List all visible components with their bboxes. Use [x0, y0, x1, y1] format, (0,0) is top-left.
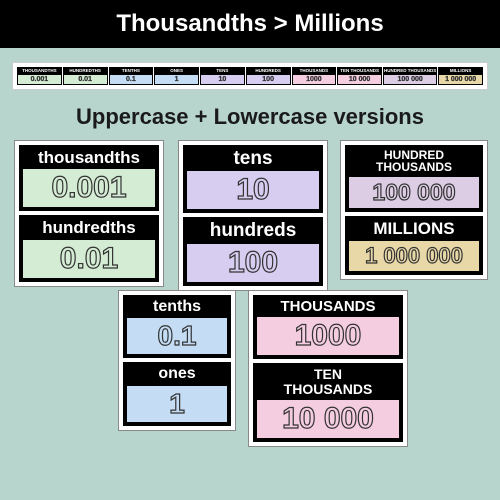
card-value: 1000 — [257, 317, 399, 355]
card-value: 10 000 — [257, 400, 399, 438]
strip-cell: TENS10 — [200, 67, 245, 85]
card-column: HUNDREDTHOUSANDS100 000MILLIONS1 000 000 — [340, 140, 488, 280]
place-value-card: TENTHOUSANDS10 000 — [253, 363, 403, 441]
card-label: MILLIONS — [349, 220, 479, 241]
card-value: 1 — [127, 386, 227, 422]
strip-value: 100 000 — [384, 75, 436, 84]
strip-value: 1 000 000 — [439, 75, 482, 84]
place-value-card: hundreds100 — [183, 217, 323, 286]
card-label: tens — [187, 149, 319, 172]
card-label: TENTHOUSANDS — [257, 367, 399, 399]
place-value-card: hundredths0.01 — [19, 215, 159, 282]
place-value-card: tenths0.1 — [123, 295, 231, 359]
strip-value: 0.01 — [64, 75, 107, 84]
subtitle: Uppercase + Lowercase versions — [0, 104, 500, 130]
card-value: 10 — [187, 171, 319, 209]
strip-value: 10 — [201, 75, 244, 84]
strip-value: 0.001 — [18, 75, 61, 84]
card-column: tenths0.1ones1 — [118, 290, 236, 432]
strip-value: 1 — [155, 75, 198, 84]
strip-value: 100 — [247, 75, 290, 84]
strip-cell: HUNDREDS100 — [246, 67, 291, 85]
card-value: 0.1 — [127, 318, 227, 354]
card-value: 100 — [187, 244, 319, 282]
strip-value: 0.1 — [110, 75, 153, 84]
card-label: ones — [127, 366, 227, 386]
place-value-card: THOUSANDS1000 — [253, 295, 403, 360]
card-label: hundreds — [187, 221, 319, 244]
card-value: 1 000 000 — [349, 241, 479, 271]
place-value-card: ones1 — [123, 362, 231, 426]
card-label: HUNDREDTHOUSANDS — [349, 149, 479, 177]
card-label: tenths — [127, 299, 227, 319]
strip-cell: ONES1 — [154, 67, 199, 85]
place-value-card: tens10 — [183, 145, 323, 214]
card-column: thousandths0.001hundredths0.01 — [14, 140, 164, 288]
strip-cell: TEN THOUSANDS10 000 — [337, 67, 382, 85]
strip-cell: TENTHS0.1 — [109, 67, 154, 85]
place-value-card: HUNDREDTHOUSANDS100 000 — [345, 145, 483, 212]
strip-value: 10 000 — [338, 75, 381, 84]
card-label: THOUSANDS — [257, 299, 399, 318]
cards-area: thousandths0.001hundredths0.01tenths0.1o… — [0, 140, 500, 480]
strip-cell: HUNDREDTHS0.01 — [63, 67, 108, 85]
card-column: tens10hundreds100 — [178, 140, 328, 292]
card-label: hundredths — [23, 219, 155, 240]
card-column: THOUSANDS1000TENTHOUSANDS10 000 — [248, 290, 408, 447]
strip-cell: THOUSANDS1000 — [292, 67, 337, 85]
card-value: 0.01 — [23, 240, 155, 278]
place-value-strip-container: THOUSANDTHS0.001HUNDREDTHS0.01TENTHS0.1O… — [12, 62, 488, 90]
card-value: 0.001 — [23, 169, 155, 207]
card-value: 100 000 — [349, 177, 479, 208]
strip-cell: HUNDRED THOUSANDS100 000 — [383, 67, 437, 85]
strip-cell: MILLIONS1 000 000 — [438, 67, 483, 85]
page-title: Thousandths > Millions — [0, 0, 500, 48]
card-label: thousandths — [23, 149, 155, 170]
place-value-card: MILLIONS1 000 000 — [345, 216, 483, 275]
place-value-strip: THOUSANDTHS0.001HUNDREDTHS0.01TENTHS0.1O… — [17, 67, 483, 85]
strip-value: 1000 — [293, 75, 336, 84]
place-value-card: thousandths0.001 — [19, 145, 159, 212]
strip-cell: THOUSANDTHS0.001 — [17, 67, 62, 85]
